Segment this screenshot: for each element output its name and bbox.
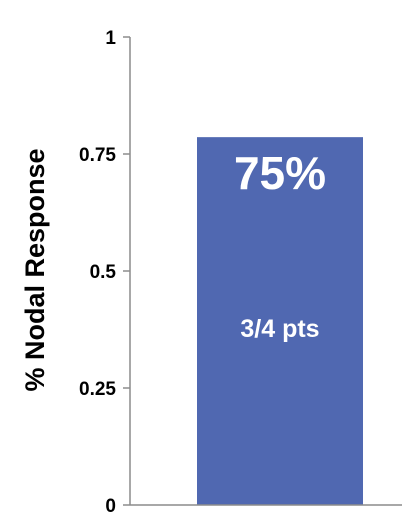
bars [197,137,363,506]
y-axis-title: % Nodal Response [20,148,50,391]
bar-value-label: 75% [234,147,326,199]
y-tick-label: 0.75 [79,145,116,166]
y-tick-label: 0 [105,496,116,514]
y-tick-label: 0.25 [79,379,116,400]
y-axis-ticks: 0 0.25 0.5 0.75 1 [79,28,130,514]
bar [197,137,363,506]
y-tick-label: 0.5 [90,262,117,283]
bar-patient-count-label: 3/4 pts [240,315,319,343]
y-tick-label: 1 [105,28,116,49]
